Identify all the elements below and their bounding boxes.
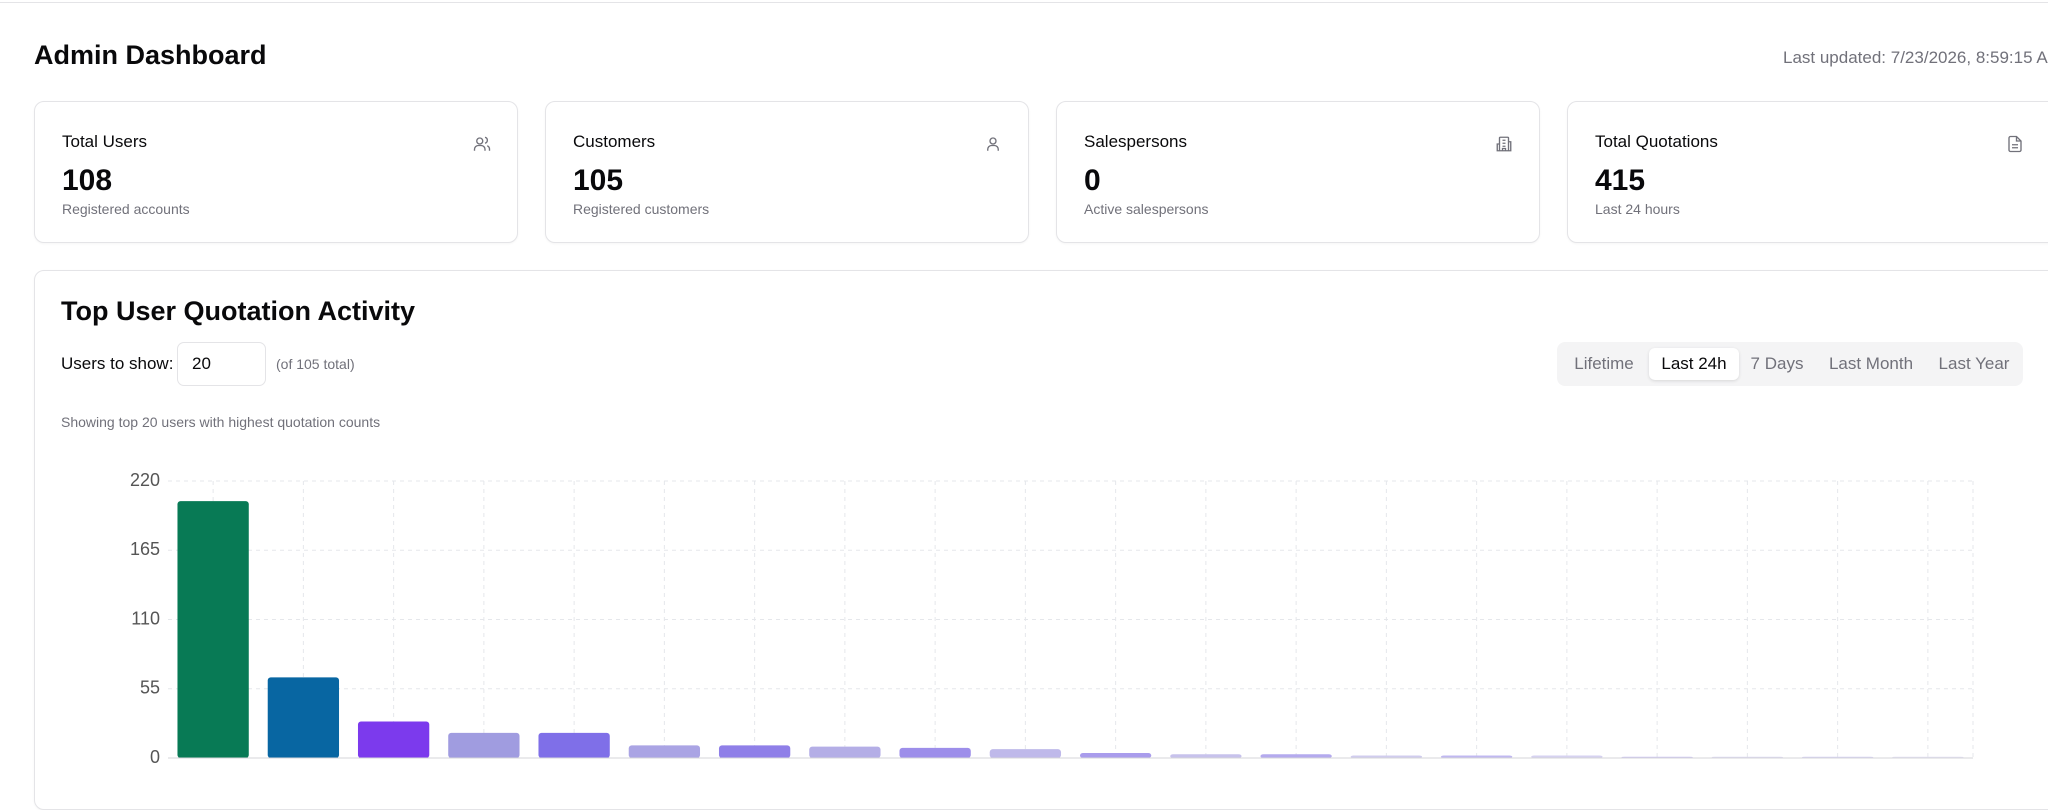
bar bbox=[1440, 755, 1513, 758]
y-tick-label: 55 bbox=[140, 678, 160, 698]
bar bbox=[1350, 755, 1423, 758]
card-value: 0 bbox=[1084, 164, 1101, 197]
total-note: (of 105 total) bbox=[276, 356, 355, 372]
time-tab[interactable]: 7 Days bbox=[1750, 354, 1804, 373]
bar bbox=[357, 721, 430, 758]
card-label: Salespersons bbox=[1084, 132, 1188, 151]
user-icon bbox=[987, 137, 999, 151]
card-value: 105 bbox=[573, 164, 624, 197]
users-input[interactable]: 20 bbox=[177, 342, 266, 386]
card-value: 108 bbox=[62, 164, 113, 197]
card-caption: Registered customers bbox=[573, 201, 710, 217]
stat-card: Salespersons 0 Active salespersons bbox=[1056, 101, 1540, 243]
bar bbox=[989, 749, 1062, 758]
users-icon bbox=[473, 136, 491, 151]
time-tab[interactable]: Last Year bbox=[1938, 354, 2010, 373]
stat-card: Total Users 108 Registered accounts bbox=[34, 101, 518, 243]
time-tabs: Lifetime Last 24h 7 Days Last Month Last Yea… bbox=[1557, 342, 2023, 386]
chart-note: Showing top 20 users with highest quotat… bbox=[61, 414, 381, 430]
bar bbox=[538, 732, 610, 758]
bar-chart: 0 55 110 165 220 bbox=[130, 470, 1974, 767]
bar bbox=[267, 677, 340, 758]
building-icon bbox=[1496, 136, 1512, 152]
stat-card: Total Quotations 415 Last 24 hours bbox=[1567, 101, 2048, 243]
time-tab[interactable]: Last Month bbox=[1828, 354, 1914, 373]
card-caption: Registered accounts bbox=[62, 201, 190, 217]
bar bbox=[1260, 754, 1332, 758]
card-caption: Last 24 hours bbox=[1595, 201, 1680, 217]
card-caption: Active salespersons bbox=[1084, 201, 1209, 217]
bar bbox=[899, 747, 971, 758]
bar bbox=[1079, 752, 1152, 758]
time-tab[interactable]: Last 24h bbox=[1649, 348, 1739, 380]
users-label: Users to show: bbox=[61, 354, 174, 373]
top-border bbox=[0, 2, 2048, 3]
bar bbox=[1170, 754, 1242, 758]
bar bbox=[177, 501, 249, 758]
bar bbox=[628, 745, 701, 758]
card-label: Customers bbox=[573, 132, 656, 151]
card-label: Total Quotations bbox=[1595, 132, 1718, 151]
file-icon bbox=[2008, 135, 2022, 153]
time-tab[interactable]: Lifetime bbox=[1574, 354, 1634, 373]
y-tick-label: 110 bbox=[131, 608, 160, 628]
page-title: Admin Dashboard bbox=[34, 40, 267, 70]
last-updated: Last updated: 7/23/2026, 8:59:15 AM bbox=[1783, 48, 2048, 67]
y-tick-label: 165 bbox=[130, 539, 160, 559]
bar bbox=[809, 746, 881, 758]
y-tick-label: 220 bbox=[130, 470, 160, 490]
section-title: Top User Quotation Activity bbox=[61, 296, 416, 326]
card-value: 415 bbox=[1595, 164, 1646, 197]
stat-card: Customers 105 Registered customers bbox=[545, 101, 1029, 243]
bar bbox=[718, 745, 791, 758]
y-tick-label: 0 bbox=[150, 747, 160, 767]
bar bbox=[1531, 755, 1603, 758]
bar bbox=[448, 732, 520, 758]
card-label: Total Users bbox=[62, 132, 148, 151]
